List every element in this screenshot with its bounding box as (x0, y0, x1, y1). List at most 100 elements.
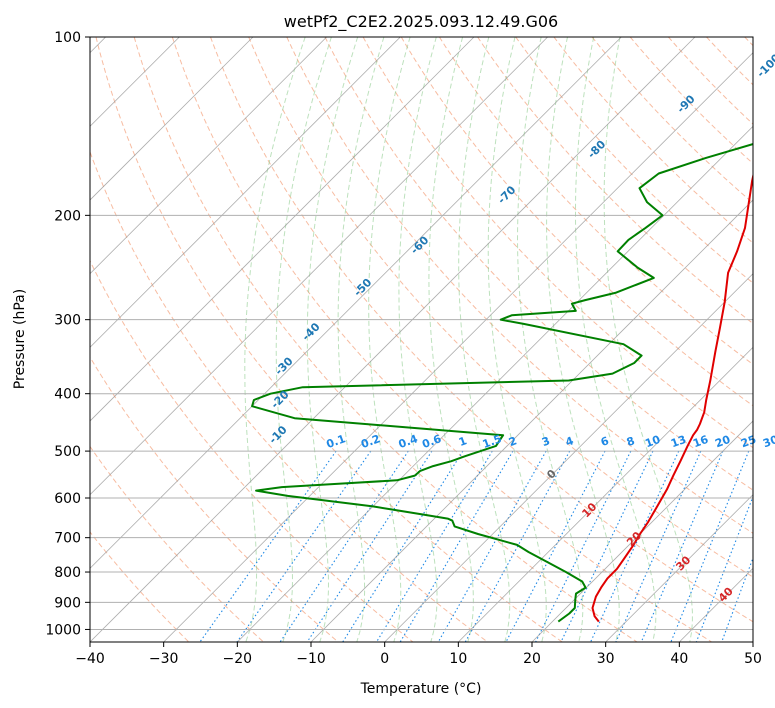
isotherm (605, 494, 753, 642)
moist-adiabat (428, 37, 474, 642)
isotherm (163, 52, 753, 642)
dry-adiabat (90, 356, 339, 642)
theta-label: -100 (754, 51, 775, 80)
x-tick-label: 0 (380, 651, 389, 667)
background-lines (90, 37, 753, 642)
x-axis-label: Temperature (°C) (360, 681, 482, 697)
x-tick-label: −30 (149, 651, 179, 667)
x-tick-label: 30 (597, 651, 615, 667)
temperature-line (591, 172, 753, 623)
mixing-ratio-label: 13 (669, 433, 688, 450)
y-tick-label: 700 (54, 531, 81, 547)
moist-adiabat (275, 37, 332, 642)
x-tick-label: 50 (744, 651, 762, 667)
x-tick-label: −40 (75, 651, 105, 667)
mixing-ratio-line (199, 450, 337, 642)
moist-adiabat (458, 37, 511, 642)
dry-adiabat (553, 37, 753, 244)
y-tick-label: 800 (54, 565, 81, 581)
isotherm (310, 199, 753, 642)
isotherm (90, 37, 622, 569)
isotherm (90, 37, 254, 201)
moist-adiabat (546, 37, 620, 642)
isotherm (384, 273, 753, 642)
isotherm (237, 125, 753, 642)
y-tick-label: 600 (54, 491, 81, 507)
x-tick-label: 40 (670, 651, 688, 667)
dry-adiabat (324, 37, 753, 491)
isotherm (90, 37, 696, 642)
mixing-ratio-line (670, 450, 750, 642)
mixing-ratio-line (464, 450, 571, 642)
dry-adiabat (133, 37, 638, 642)
dry-adiabat (171, 37, 712, 642)
isotherm (531, 420, 753, 642)
mixing-ratio-label: 2 (507, 434, 519, 449)
moist-adiabat (603, 37, 693, 642)
mixing-ratio-label: 20 (713, 433, 732, 451)
plot-area (90, 37, 753, 642)
mixing-ratio-label: 1.5 (481, 432, 504, 451)
y-tick-label: 300 (54, 313, 81, 329)
chart-title: wetPf2_C2E2.2025.093.12.49.G06 (284, 12, 558, 32)
mixing-ratio-line (695, 495, 753, 642)
mixing-ratio-line (721, 556, 753, 642)
mixing-ratio-line (560, 450, 654, 642)
y-axis-label: Pressure (hPa) (12, 289, 28, 389)
y-tick-label: 200 (54, 208, 81, 224)
dewpoint-line (251, 142, 753, 623)
dry-adiabat (95, 37, 563, 642)
mixing-ratio-label: 8 (625, 434, 637, 449)
isotherm (90, 37, 548, 496)
isotherm (90, 37, 401, 348)
y-tick-label: 100 (54, 30, 81, 46)
isotherm (90, 37, 475, 422)
dry-adiabat (90, 259, 414, 642)
mixing-ratio-line (236, 450, 372, 642)
x-tick-label: 20 (523, 651, 541, 667)
pressure-grid (90, 37, 753, 630)
dry-adiabat (248, 37, 753, 578)
moist-adiabat (306, 37, 359, 642)
mixing-ratio-label: 4 (564, 434, 576, 449)
moist-adiabat (516, 37, 584, 642)
mixing-ratio-label: 0.4 (397, 432, 420, 451)
mixing-ratio-line (535, 450, 632, 642)
x-tick-label: 10 (449, 651, 467, 667)
moist-adiabat (398, 37, 438, 642)
mixing-ratio-label: 0.2 (359, 432, 382, 451)
mixing-ratio-label: 1 (457, 434, 469, 449)
y-tick-label: 400 (54, 387, 81, 403)
mixing-ratio-label: 0.1 (325, 432, 348, 451)
mixing-ratio-label: 6 (599, 434, 611, 449)
dry-adiabat (90, 445, 264, 642)
x-tick-label: −10 (296, 651, 326, 667)
dry-adiabat (90, 150, 488, 642)
mixing-ratio-label: 16 (691, 433, 710, 451)
mixing-ratio-label: 0.6 (420, 432, 443, 451)
mixing-ratio-label: 30 (761, 433, 775, 451)
moist-adiabat (487, 37, 547, 642)
y-tick-label: 1000 (45, 622, 81, 638)
mixing-ratio-label: 3 (540, 434, 552, 449)
moist-adiabat (244, 37, 306, 642)
mixing-ratio-line (437, 450, 547, 642)
moist-adiabat (337, 37, 385, 642)
plot-frame (89, 36, 754, 643)
x-tick-label: −20 (223, 651, 253, 667)
moist-adiabat (575, 37, 657, 642)
axis-ticks: −40 −30 −20 −10 0 10 20 30 40 50 1000 900 800 700 600 5… (45, 30, 762, 667)
profiles (251, 142, 753, 623)
isotherm (752, 641, 753, 642)
isotherm (458, 346, 753, 642)
dry-adiabat (438, 37, 753, 366)
dry-adiabat (515, 37, 753, 284)
dry-adiabat (286, 37, 753, 534)
mixing-ratio-line (342, 450, 464, 642)
y-tick-label: 900 (54, 595, 81, 611)
dry-adiabat (629, 37, 753, 165)
isotherm (90, 37, 327, 275)
mixing-ratio-line (505, 450, 606, 642)
dry-adiabat (400, 37, 753, 407)
